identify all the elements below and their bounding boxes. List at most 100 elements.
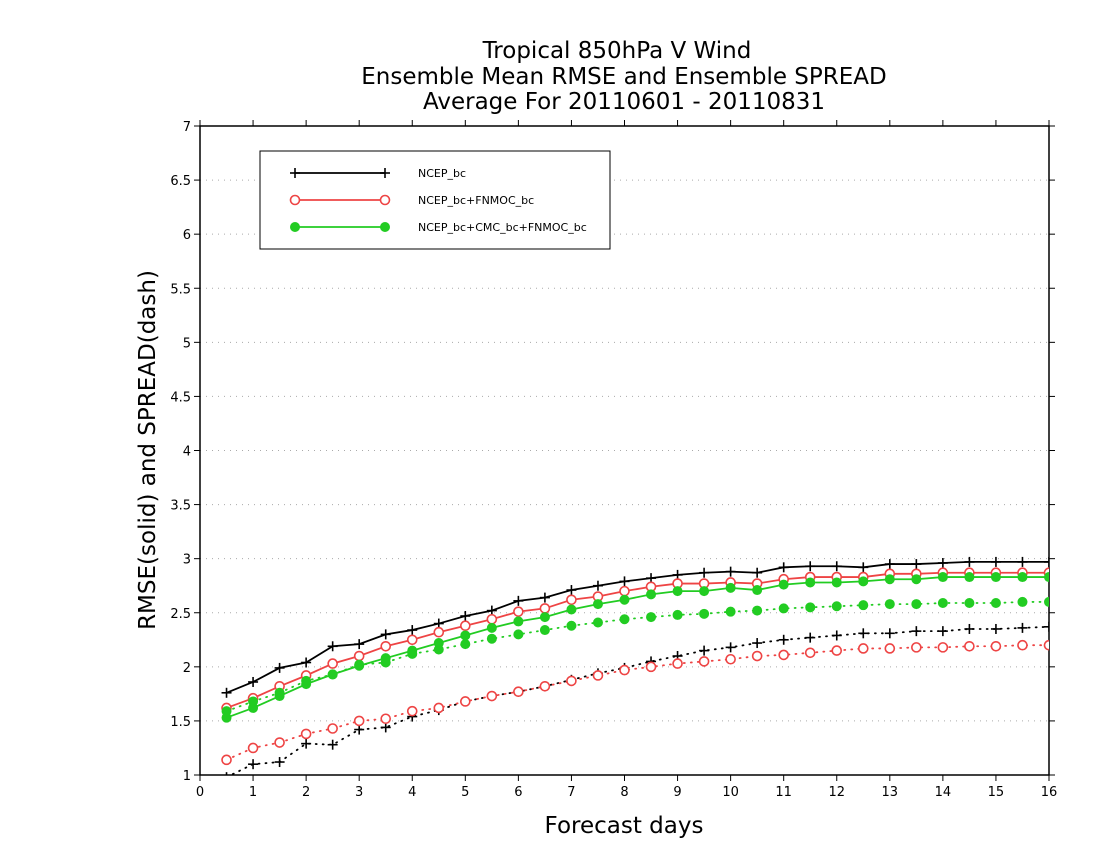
spread-point <box>778 649 789 661</box>
rmse-point <box>911 559 922 570</box>
spread-point <box>672 609 683 620</box>
spread-point <box>884 643 896 654</box>
y-tick-label: 2 <box>183 661 191 676</box>
spread-point <box>1017 596 1028 607</box>
rmse-point <box>699 567 710 578</box>
rmse-point <box>406 634 418 646</box>
spread-point <box>1017 622 1028 633</box>
rmse-point <box>805 561 816 572</box>
spread-point <box>301 738 312 749</box>
spread-point <box>646 612 657 623</box>
spread-point <box>513 686 524 698</box>
spread-point <box>301 675 312 686</box>
rmse-point <box>964 572 975 583</box>
y-axis-ticks: 1 1.5 2 2.5 3 3.5 4 4.5 5 5.5 6 6.5 7 <box>170 120 1055 784</box>
x-tick-label: 1 <box>249 785 257 800</box>
spread-point <box>274 757 285 768</box>
x-tick-label: 14 <box>935 785 952 800</box>
spread-point <box>831 630 842 641</box>
legend-marker-start <box>289 194 301 206</box>
rmse-point <box>672 569 683 580</box>
rmse-point <box>752 585 763 596</box>
spread-point <box>566 620 577 631</box>
rmse-point <box>1044 572 1049 583</box>
spread-line-1 <box>225 644 1049 761</box>
series-layer <box>221 556 1049 775</box>
rmse-point <box>513 595 524 606</box>
rmse-point <box>937 557 948 568</box>
spread-point <box>406 705 418 717</box>
spread-point <box>699 645 710 656</box>
spread-point <box>699 608 710 619</box>
spread-point <box>460 639 471 650</box>
spread-point <box>672 658 683 669</box>
rmse-point <box>725 582 736 593</box>
spread-point <box>751 650 763 662</box>
spread-point <box>247 742 259 754</box>
y-tick-label: 3.5 <box>170 499 191 514</box>
y-tick-label: 6.5 <box>170 174 191 189</box>
rmse-point <box>619 585 630 597</box>
spread-point <box>752 605 763 616</box>
x-tick-label: 15 <box>988 785 1005 800</box>
rmse-point <box>486 613 498 625</box>
spread-point <box>248 759 259 770</box>
spread-point <box>327 669 338 680</box>
y-tick-label: 2.5 <box>170 607 191 622</box>
spread-point <box>857 643 869 654</box>
rmse-point <box>433 618 444 629</box>
spread-point <box>1043 639 1049 651</box>
x-tick-label: 9 <box>673 785 681 800</box>
spread-point <box>380 657 391 668</box>
y-tick-label: 7 <box>183 120 191 135</box>
spread-point <box>221 754 232 766</box>
x-tick-label: 11 <box>775 785 792 800</box>
rmse-point <box>513 606 524 617</box>
x-tick-label: 7 <box>567 785 575 800</box>
rmse-point <box>513 616 524 627</box>
spread-point <box>831 601 842 612</box>
chart-title-line-2: Ensemble Mean RMSE and Ensemble SPREAD <box>361 64 886 90</box>
rmse-point <box>486 605 497 616</box>
rmse-point <box>831 561 842 572</box>
spread-point <box>327 739 338 750</box>
spread-point <box>539 681 551 692</box>
rmse-point <box>433 626 445 638</box>
rmse-point <box>301 657 312 668</box>
spread-point <box>937 642 949 653</box>
rmse-point <box>566 604 577 615</box>
rmse-point <box>964 556 975 567</box>
rmse-point <box>911 574 922 585</box>
rmse-point <box>486 622 497 633</box>
rmse-point <box>248 676 259 687</box>
spread-point <box>221 706 232 717</box>
spread-point <box>619 614 630 625</box>
spread-point <box>1044 621 1049 632</box>
spread-point <box>911 599 922 610</box>
y-tick-label: 1.5 <box>170 715 191 730</box>
spread-point <box>778 603 789 614</box>
spread-point <box>407 648 418 659</box>
x-tick-label: 6 <box>514 785 522 800</box>
rmse-point <box>1017 572 1028 583</box>
legend-marker-start <box>290 168 300 178</box>
x-tick-label: 13 <box>882 785 899 800</box>
spread-point <box>884 628 895 639</box>
rmse-line-0 <box>226 561 1049 694</box>
spread-point <box>964 598 975 609</box>
spread-point <box>327 723 338 734</box>
spread-point <box>725 642 736 653</box>
x-tick-label: 5 <box>461 785 469 800</box>
spread-point <box>1044 596 1049 607</box>
rmse-point <box>619 576 630 587</box>
legend-label: NCEP_bc+CMC_bc+FNMOC_bc <box>418 221 587 234</box>
spread-point <box>937 626 948 637</box>
rmse-point <box>460 620 471 632</box>
rmse-point <box>778 562 789 573</box>
spread-point <box>778 634 789 645</box>
spread-line-2 <box>225 601 1049 713</box>
rmse-point <box>858 562 869 573</box>
legend-entry-1: NCEP_bc+FNMOC_bc <box>289 194 534 207</box>
spread-point <box>592 617 603 628</box>
